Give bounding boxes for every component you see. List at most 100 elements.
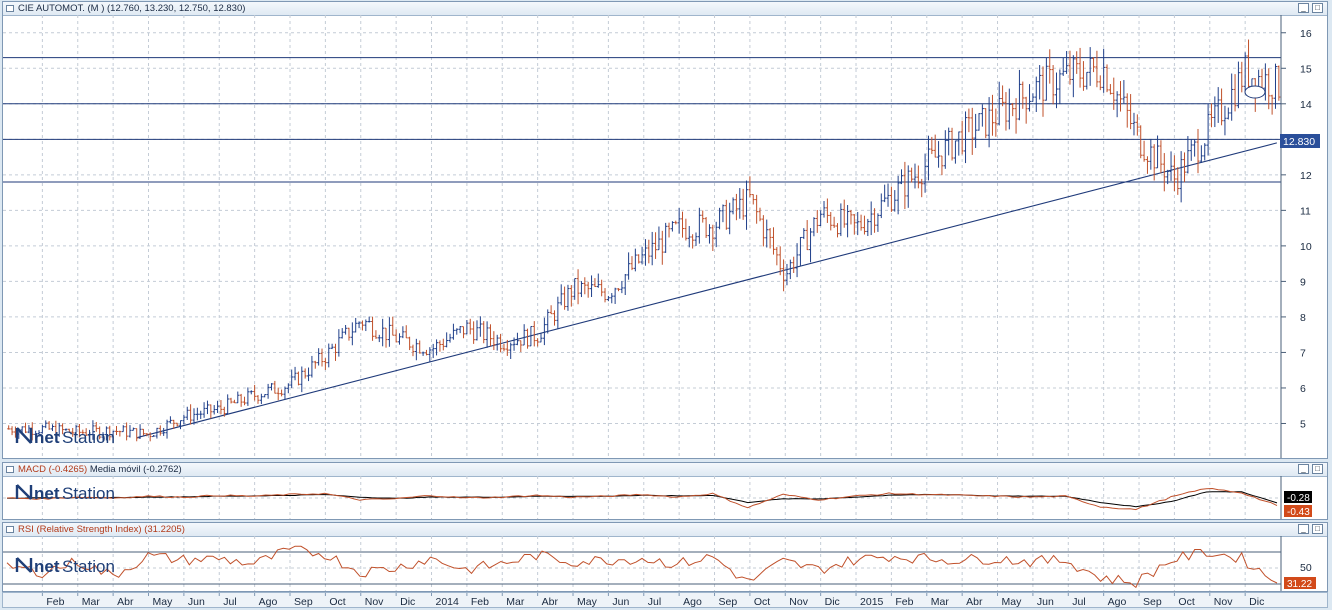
x-tick-label: Dic [825, 596, 840, 608]
ohlc-bar [54, 420, 58, 437]
ohlc-bar [913, 163, 917, 189]
ohlc-bar [40, 424, 44, 434]
ohlc-bar [418, 340, 422, 354]
rsi-panel-title: RSI (Relative Strength Index) (31.2205) [18, 524, 185, 535]
ohlc-bar [165, 419, 169, 439]
ohlc-bar [569, 285, 573, 307]
ohlc-bar [1199, 145, 1203, 164]
price-panel: CIE AUTOMOT. (M ) (12.760, 13.230, 12.75… [2, 1, 1328, 459]
chart-icon [6, 466, 14, 473]
ohlc-bar [24, 422, 28, 434]
ohlc-bar [1061, 57, 1065, 76]
x-tick-label: Nov [1214, 596, 1233, 608]
ohlc-bar [1145, 156, 1149, 174]
annotation-circle [1244, 85, 1266, 99]
minimize-button[interactable]: _ [1298, 3, 1309, 13]
ohlc-bar [293, 366, 297, 381]
ohlc-bar [788, 259, 792, 280]
ohlc-bar [1011, 102, 1015, 117]
ohlc-bar [1071, 55, 1075, 98]
ohlc-bar [269, 383, 273, 391]
ohlc-bar [88, 429, 92, 441]
ohlc-bar [404, 325, 408, 339]
ohlc-bar [519, 340, 523, 353]
ohlc-bar [371, 316, 375, 341]
ohlc-bar [903, 161, 907, 210]
ohlc-bar [701, 210, 705, 223]
ohlc-bar [906, 165, 910, 208]
ohlc-bar [495, 334, 499, 351]
ohlc-bar [394, 329, 398, 343]
rsi-chart[interactable]: 50 31.22 net Station [3, 536, 1328, 592]
ohlc-bar [236, 391, 240, 404]
ohlc-bar [1105, 64, 1109, 93]
ohlc-bar [317, 348, 321, 366]
ohlc-bar [633, 248, 637, 272]
y-tick-label: 14 [1300, 99, 1312, 111]
ohlc-bar [34, 430, 38, 441]
rsi-title-text: RSI (Relative Strength Index) (31.2205) [18, 524, 185, 535]
ohlc-bar [451, 323, 455, 340]
ohlc-bar [360, 320, 364, 331]
ohlc-bar [785, 263, 789, 286]
ohlc-bar [296, 371, 300, 386]
ohlc-bar [448, 333, 452, 343]
ohlc-bar [1014, 98, 1018, 134]
maximize-button[interactable]: □ [1312, 3, 1323, 13]
x-tick-label: Oct [329, 596, 345, 608]
ohlc-bar [613, 287, 617, 304]
price-chart[interactable]: 5678910111213141516 12.830 net Station [3, 15, 1328, 459]
minimize-button[interactable]: _ [1298, 464, 1309, 474]
ohlc-bar [340, 328, 344, 339]
maximize-button[interactable]: □ [1312, 464, 1323, 474]
ohlc-bar [1213, 96, 1217, 128]
ohlc-bar [623, 273, 627, 296]
ohlc-bar [1129, 94, 1133, 130]
watermark-prefix: net [34, 428, 60, 447]
ohlc-bar [677, 207, 681, 234]
ohlc-bar [438, 340, 442, 352]
ohlc-bar [125, 422, 129, 441]
ohlc-bar [468, 318, 472, 335]
macd-signal-label: -0.28 [1287, 493, 1310, 504]
ohlc-bar [1135, 114, 1139, 136]
ohlc-bar [647, 239, 651, 264]
ohlc-bar [866, 218, 870, 237]
x-tick-label: Oct [754, 596, 770, 608]
ohlc-bar [964, 111, 968, 164]
ohlc-bar [1004, 92, 1008, 131]
ohlc-bar [1277, 65, 1281, 101]
rsi-panel-titlebar: RSI (Relative Strength Index) (31.2205) … [3, 523, 1327, 537]
ohlc-bar [232, 399, 236, 404]
ohlc-bar [630, 256, 634, 271]
ohlc-bar [603, 288, 607, 303]
ohlc-bar [930, 136, 934, 155]
ohlc-bar [458, 326, 462, 334]
ohlc-bar [94, 421, 98, 432]
ohlc-bar [940, 155, 944, 176]
ohlc-bar [984, 108, 988, 139]
ohlc-bar [879, 193, 883, 219]
macd-chart[interactable]: 0 -0.28 -0.43 net Station [3, 476, 1328, 520]
macd-value-label: -0.43 [1287, 507, 1310, 518]
ohlc-bar [627, 252, 631, 280]
ohlc-bar [967, 108, 971, 133]
ohlc-bar [377, 334, 381, 343]
ohlc-bar [970, 107, 974, 155]
ohlc-bar [354, 317, 358, 333]
minimize-button[interactable]: _ [1298, 524, 1309, 534]
maximize-button[interactable]: □ [1312, 524, 1323, 534]
ohlc-bar [1068, 50, 1072, 85]
ohlc-bar [401, 326, 405, 339]
ohlc-bar [674, 220, 678, 225]
ohlc-bar [357, 321, 361, 329]
rsi-tick-label: 50 [1300, 562, 1312, 574]
macd-signal-tag [1284, 491, 1312, 503]
watermark-prefix: net [34, 557, 60, 576]
ohlc-bar [50, 424, 54, 432]
x-tick-label: Jun [188, 596, 205, 608]
ohlc-bar [101, 432, 105, 442]
ohlc-bar [428, 347, 432, 362]
ohlc-bar [839, 203, 843, 237]
ohlc-bar [987, 97, 991, 148]
